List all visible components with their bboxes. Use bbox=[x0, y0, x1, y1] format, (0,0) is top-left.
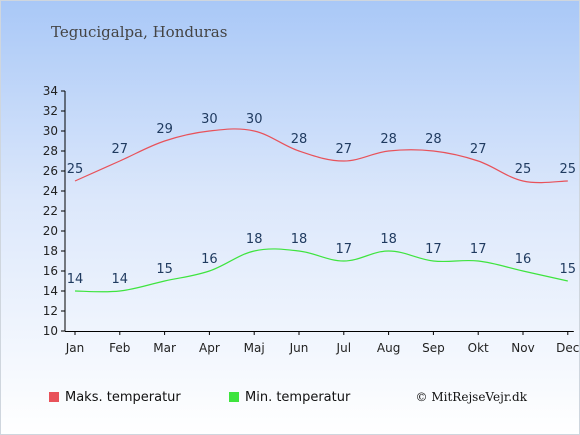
x-tick-label: Jun bbox=[289, 341, 309, 355]
y-tick-label: 34 bbox=[43, 84, 58, 98]
y-tick-label: 18 bbox=[43, 244, 58, 258]
x-tick-label: Dec bbox=[556, 341, 579, 355]
min-data-label: 15 bbox=[560, 262, 577, 277]
x-tick-label: Jan bbox=[65, 341, 85, 355]
min-data-label: 17 bbox=[470, 242, 487, 257]
min-data-label: 16 bbox=[201, 252, 218, 267]
min-data-label: 14 bbox=[67, 272, 84, 287]
max-data-label: 27 bbox=[470, 142, 487, 157]
y-tick-label: 16 bbox=[43, 264, 58, 278]
y-tick-label: 24 bbox=[43, 184, 58, 198]
max-data-label: 25 bbox=[560, 162, 577, 177]
max-data-label: 28 bbox=[291, 132, 308, 147]
chart-title: Tegucigalpa, Honduras bbox=[51, 23, 228, 41]
min-data-label: 15 bbox=[156, 262, 173, 277]
axes: 10 12 14 16 18 20 22 24 26 28 30 32 34 Jan Feb Mar Apr Ma… bbox=[43, 84, 579, 355]
legend-item-max: Maks. temperatur bbox=[49, 390, 181, 405]
x-tick-label: Nov bbox=[511, 341, 534, 355]
x-tick-label: Feb bbox=[109, 341, 130, 355]
y-tick-label: 12 bbox=[43, 304, 58, 318]
temperature-chart: 10 12 14 16 18 20 22 24 26 28 30 32 34 Jan Feb Mar Apr Ma… bbox=[43, 84, 579, 355]
y-tick-label: 28 bbox=[43, 144, 58, 158]
x-tick-label: Maj bbox=[244, 341, 265, 355]
y-tick-label: 26 bbox=[43, 164, 58, 178]
copyright-text: © MitRejseVejr.dk bbox=[415, 390, 527, 404]
max-data-label: 25 bbox=[67, 162, 84, 177]
x-tick-label: Aug bbox=[377, 341, 400, 355]
y-tick-label: 20 bbox=[43, 224, 58, 238]
legend-swatch-max bbox=[49, 392, 59, 402]
max-data-label: 25 bbox=[515, 162, 532, 177]
x-tick-label: Okt bbox=[468, 341, 489, 355]
min-data-label: 14 bbox=[112, 272, 129, 287]
x-tick-label: Jul bbox=[336, 341, 351, 355]
max-data-label: 30 bbox=[246, 112, 263, 127]
min-data-label: 17 bbox=[336, 242, 353, 257]
data-labels: 25 27 29 30 30 28 27 28 28 27 25 25 14 14 15 16 18 18 17 18… bbox=[67, 112, 576, 287]
max-data-label: 29 bbox=[156, 122, 173, 137]
y-tick-label: 10 bbox=[43, 324, 58, 338]
min-data-label: 18 bbox=[380, 232, 397, 247]
y-tick-label: 30 bbox=[43, 124, 58, 138]
y-tick-label: 22 bbox=[43, 204, 58, 218]
min-data-label: 18 bbox=[246, 232, 263, 247]
max-data-label: 28 bbox=[425, 132, 442, 147]
min-data-label: 18 bbox=[291, 232, 308, 247]
max-data-label: 27 bbox=[336, 142, 353, 157]
max-data-label: 30 bbox=[201, 112, 218, 127]
x-tick-label: Mar bbox=[153, 341, 176, 355]
x-tick-label: Sep bbox=[422, 341, 445, 355]
max-data-label: 27 bbox=[112, 142, 129, 157]
legend-label-max: Maks. temperatur bbox=[65, 390, 181, 405]
min-data-label: 16 bbox=[515, 252, 532, 267]
legend-label-min: Min. temperatur bbox=[245, 390, 351, 405]
x-tick-label: Apr bbox=[199, 341, 220, 355]
max-temperature-line bbox=[74, 128, 568, 184]
max-data-label: 28 bbox=[380, 132, 397, 147]
y-tick-label: 14 bbox=[43, 284, 58, 298]
legend-swatch-min bbox=[229, 392, 239, 402]
min-temperature-line bbox=[74, 248, 568, 293]
series-lines bbox=[74, 128, 568, 293]
legend-item-min: Min. temperatur bbox=[229, 390, 350, 405]
min-data-label: 17 bbox=[425, 242, 442, 257]
y-tick-label: 32 bbox=[43, 104, 58, 118]
